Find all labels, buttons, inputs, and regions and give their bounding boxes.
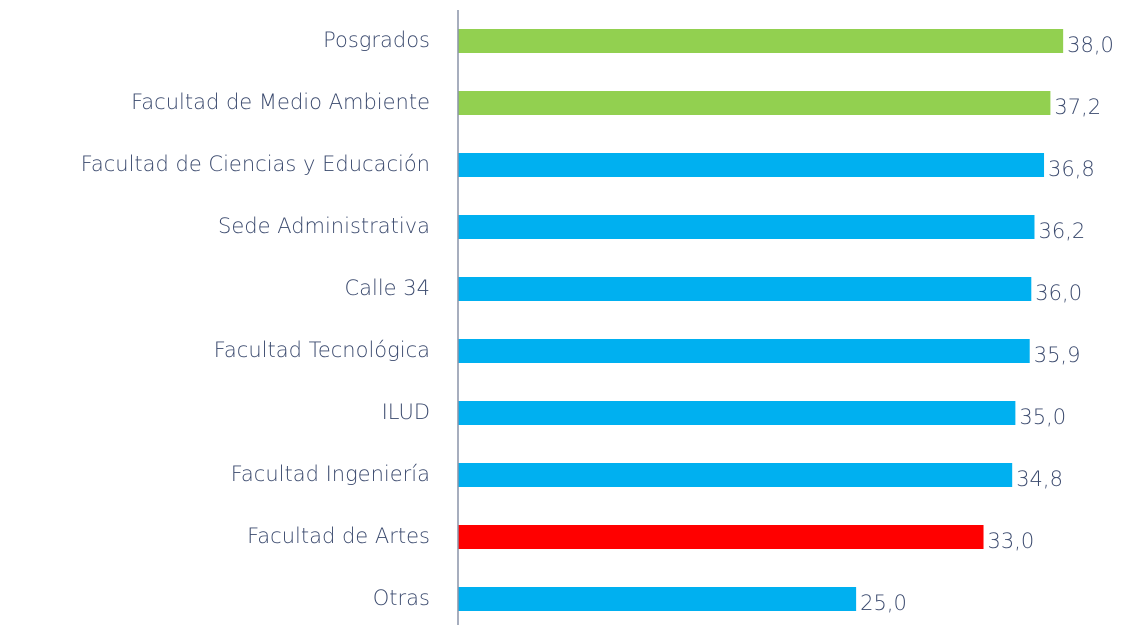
bar xyxy=(458,401,1016,425)
value-label: 36,8 xyxy=(1048,157,1095,181)
bar xyxy=(458,277,1032,301)
bar xyxy=(458,525,984,549)
category-label: ILUD xyxy=(382,400,430,424)
category-label: Facultad Ingeniería xyxy=(231,462,430,486)
category-label: Calle 34 xyxy=(344,276,430,300)
category-label: Facultad de Artes xyxy=(247,524,430,548)
bar xyxy=(458,91,1051,115)
bar xyxy=(458,29,1064,53)
category-label: Facultad Tecnológica xyxy=(214,338,430,362)
value-label: 34,8 xyxy=(1016,467,1063,491)
value-label: 33,0 xyxy=(988,529,1035,553)
bar xyxy=(458,463,1013,487)
category-label: Otras xyxy=(373,586,430,610)
value-label: 35,9 xyxy=(1034,343,1081,367)
category-label: Facultad de Ciencias y Educación xyxy=(81,152,430,176)
bar xyxy=(458,587,857,611)
value-label: 35,0 xyxy=(1019,405,1066,429)
category-label: Facultad de Medio Ambiente xyxy=(131,90,430,114)
value-label: 36,0 xyxy=(1035,281,1082,305)
value-label: 25,0 xyxy=(860,591,907,615)
category-label: Sede Administrativa xyxy=(218,214,430,238)
value-label: 38,0 xyxy=(1067,33,1114,57)
category-label: Posgrados xyxy=(323,28,430,52)
bar xyxy=(458,215,1035,239)
bar xyxy=(458,153,1045,177)
value-label: 37,2 xyxy=(1054,95,1101,119)
bar xyxy=(458,339,1030,363)
value-label: 36,2 xyxy=(1038,219,1085,243)
